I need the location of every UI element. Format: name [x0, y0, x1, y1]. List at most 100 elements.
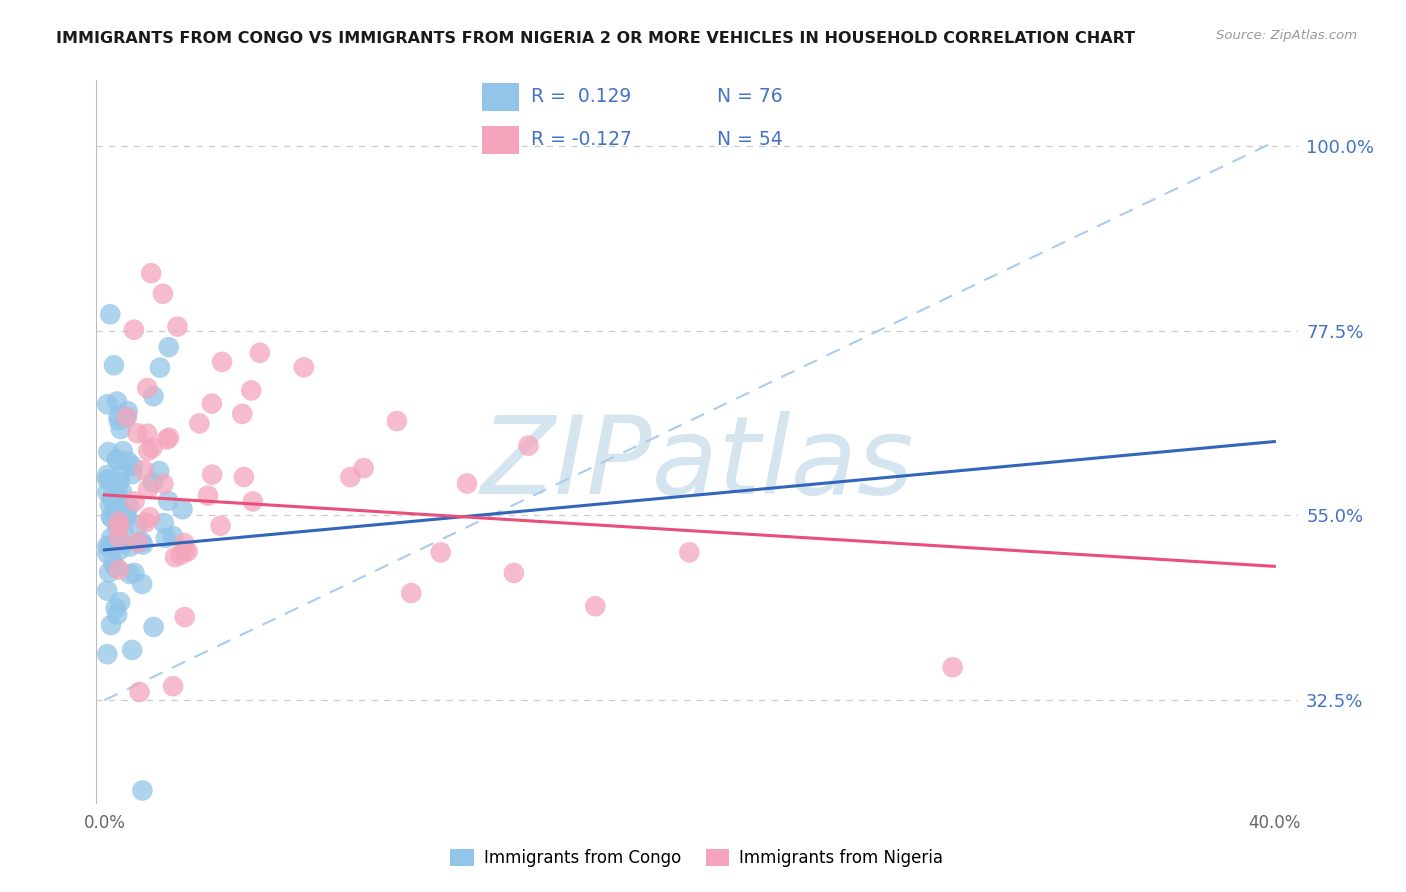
Point: [108, 468, 131, 483]
Point: [112, 524, 135, 539]
Point: [174, 543, 197, 558]
Point: [339, 470, 361, 484]
Point: [104, 535, 127, 549]
Point: [136, 482, 159, 496]
Point: [141, 266, 163, 280]
Point: [136, 381, 159, 395]
Point: [108, 515, 131, 529]
Point: [136, 443, 159, 458]
Point: [96, 583, 118, 598]
Point: [136, 426, 159, 441]
Point: [103, 492, 125, 507]
Point: [583, 599, 606, 614]
Point: [456, 476, 478, 491]
Point: [128, 685, 150, 699]
Point: [131, 534, 153, 549]
Point: [103, 505, 125, 519]
Point: [135, 516, 157, 530]
Point: [124, 566, 146, 580]
Text: N = 76: N = 76: [717, 87, 783, 106]
Point: [108, 543, 131, 558]
Point: [104, 560, 127, 574]
Point: [163, 550, 186, 565]
Point: [96, 485, 118, 500]
Point: [211, 355, 233, 369]
Text: R =  0.129: R = 0.129: [530, 87, 631, 106]
Text: IMMIGRANTS FROM CONGO VS IMMIGRANTS FROM NIGERIA 2 OR MORE VEHICLES IN HOUSEHOLD: IMMIGRANTS FROM CONGO VS IMMIGRANTS FROM…: [56, 31, 1136, 46]
Point: [242, 494, 264, 508]
Point: [117, 404, 139, 418]
Point: [108, 475, 131, 489]
Point: [100, 531, 122, 545]
Point: [96, 467, 118, 482]
Point: [231, 407, 253, 421]
Point: [942, 660, 965, 674]
Point: [107, 413, 129, 427]
Point: [101, 510, 124, 524]
Point: [152, 516, 174, 530]
Point: [115, 410, 138, 425]
Point: [103, 358, 125, 372]
Point: [100, 510, 122, 524]
Point: [124, 494, 146, 508]
Point: [105, 452, 128, 467]
Point: [201, 396, 224, 410]
Point: [148, 464, 170, 478]
Point: [173, 536, 195, 550]
Point: [142, 475, 165, 490]
Point: [127, 535, 149, 549]
Point: [385, 414, 408, 428]
Point: [107, 500, 129, 514]
Point: [103, 556, 125, 570]
Point: [96, 647, 118, 661]
Point: [353, 461, 375, 475]
Point: [170, 548, 193, 562]
Point: [176, 544, 198, 558]
Text: N = 54: N = 54: [717, 130, 783, 149]
Point: [120, 540, 142, 554]
Point: [678, 545, 700, 559]
Point: [107, 517, 129, 532]
Point: [292, 360, 315, 375]
Point: [152, 476, 174, 491]
Point: [105, 607, 128, 622]
Point: [96, 397, 118, 411]
Point: [502, 566, 524, 580]
Point: [96, 539, 118, 553]
Point: [115, 510, 138, 524]
Point: [105, 519, 128, 533]
Point: [105, 394, 128, 409]
Point: [162, 529, 184, 543]
Point: [232, 470, 254, 484]
Text: R = -0.127: R = -0.127: [530, 130, 631, 149]
Point: [149, 360, 172, 375]
Point: [517, 439, 540, 453]
Point: [104, 502, 127, 516]
Point: [98, 473, 121, 487]
Point: [98, 539, 121, 553]
Point: [399, 586, 422, 600]
Text: Source: ZipAtlas.com: Source: ZipAtlas.com: [1216, 29, 1357, 42]
Point: [188, 417, 211, 431]
Point: [141, 441, 163, 455]
Bar: [482, 83, 519, 111]
Point: [111, 444, 134, 458]
Point: [107, 409, 129, 423]
Point: [142, 620, 165, 634]
Point: [107, 488, 129, 502]
Point: [139, 510, 162, 524]
Point: [172, 502, 194, 516]
Point: [107, 453, 129, 467]
Point: [157, 493, 180, 508]
Point: [173, 610, 195, 624]
Point: [98, 498, 121, 512]
Point: [118, 566, 141, 581]
Point: [101, 491, 124, 505]
Point: [108, 563, 131, 577]
Point: [101, 491, 124, 506]
Point: [96, 547, 118, 561]
Point: [152, 286, 174, 301]
Legend: Immigrants from Congo, Immigrants from Nigeria: Immigrants from Congo, Immigrants from N…: [443, 842, 950, 874]
Point: [110, 595, 132, 609]
Point: [97, 445, 120, 459]
